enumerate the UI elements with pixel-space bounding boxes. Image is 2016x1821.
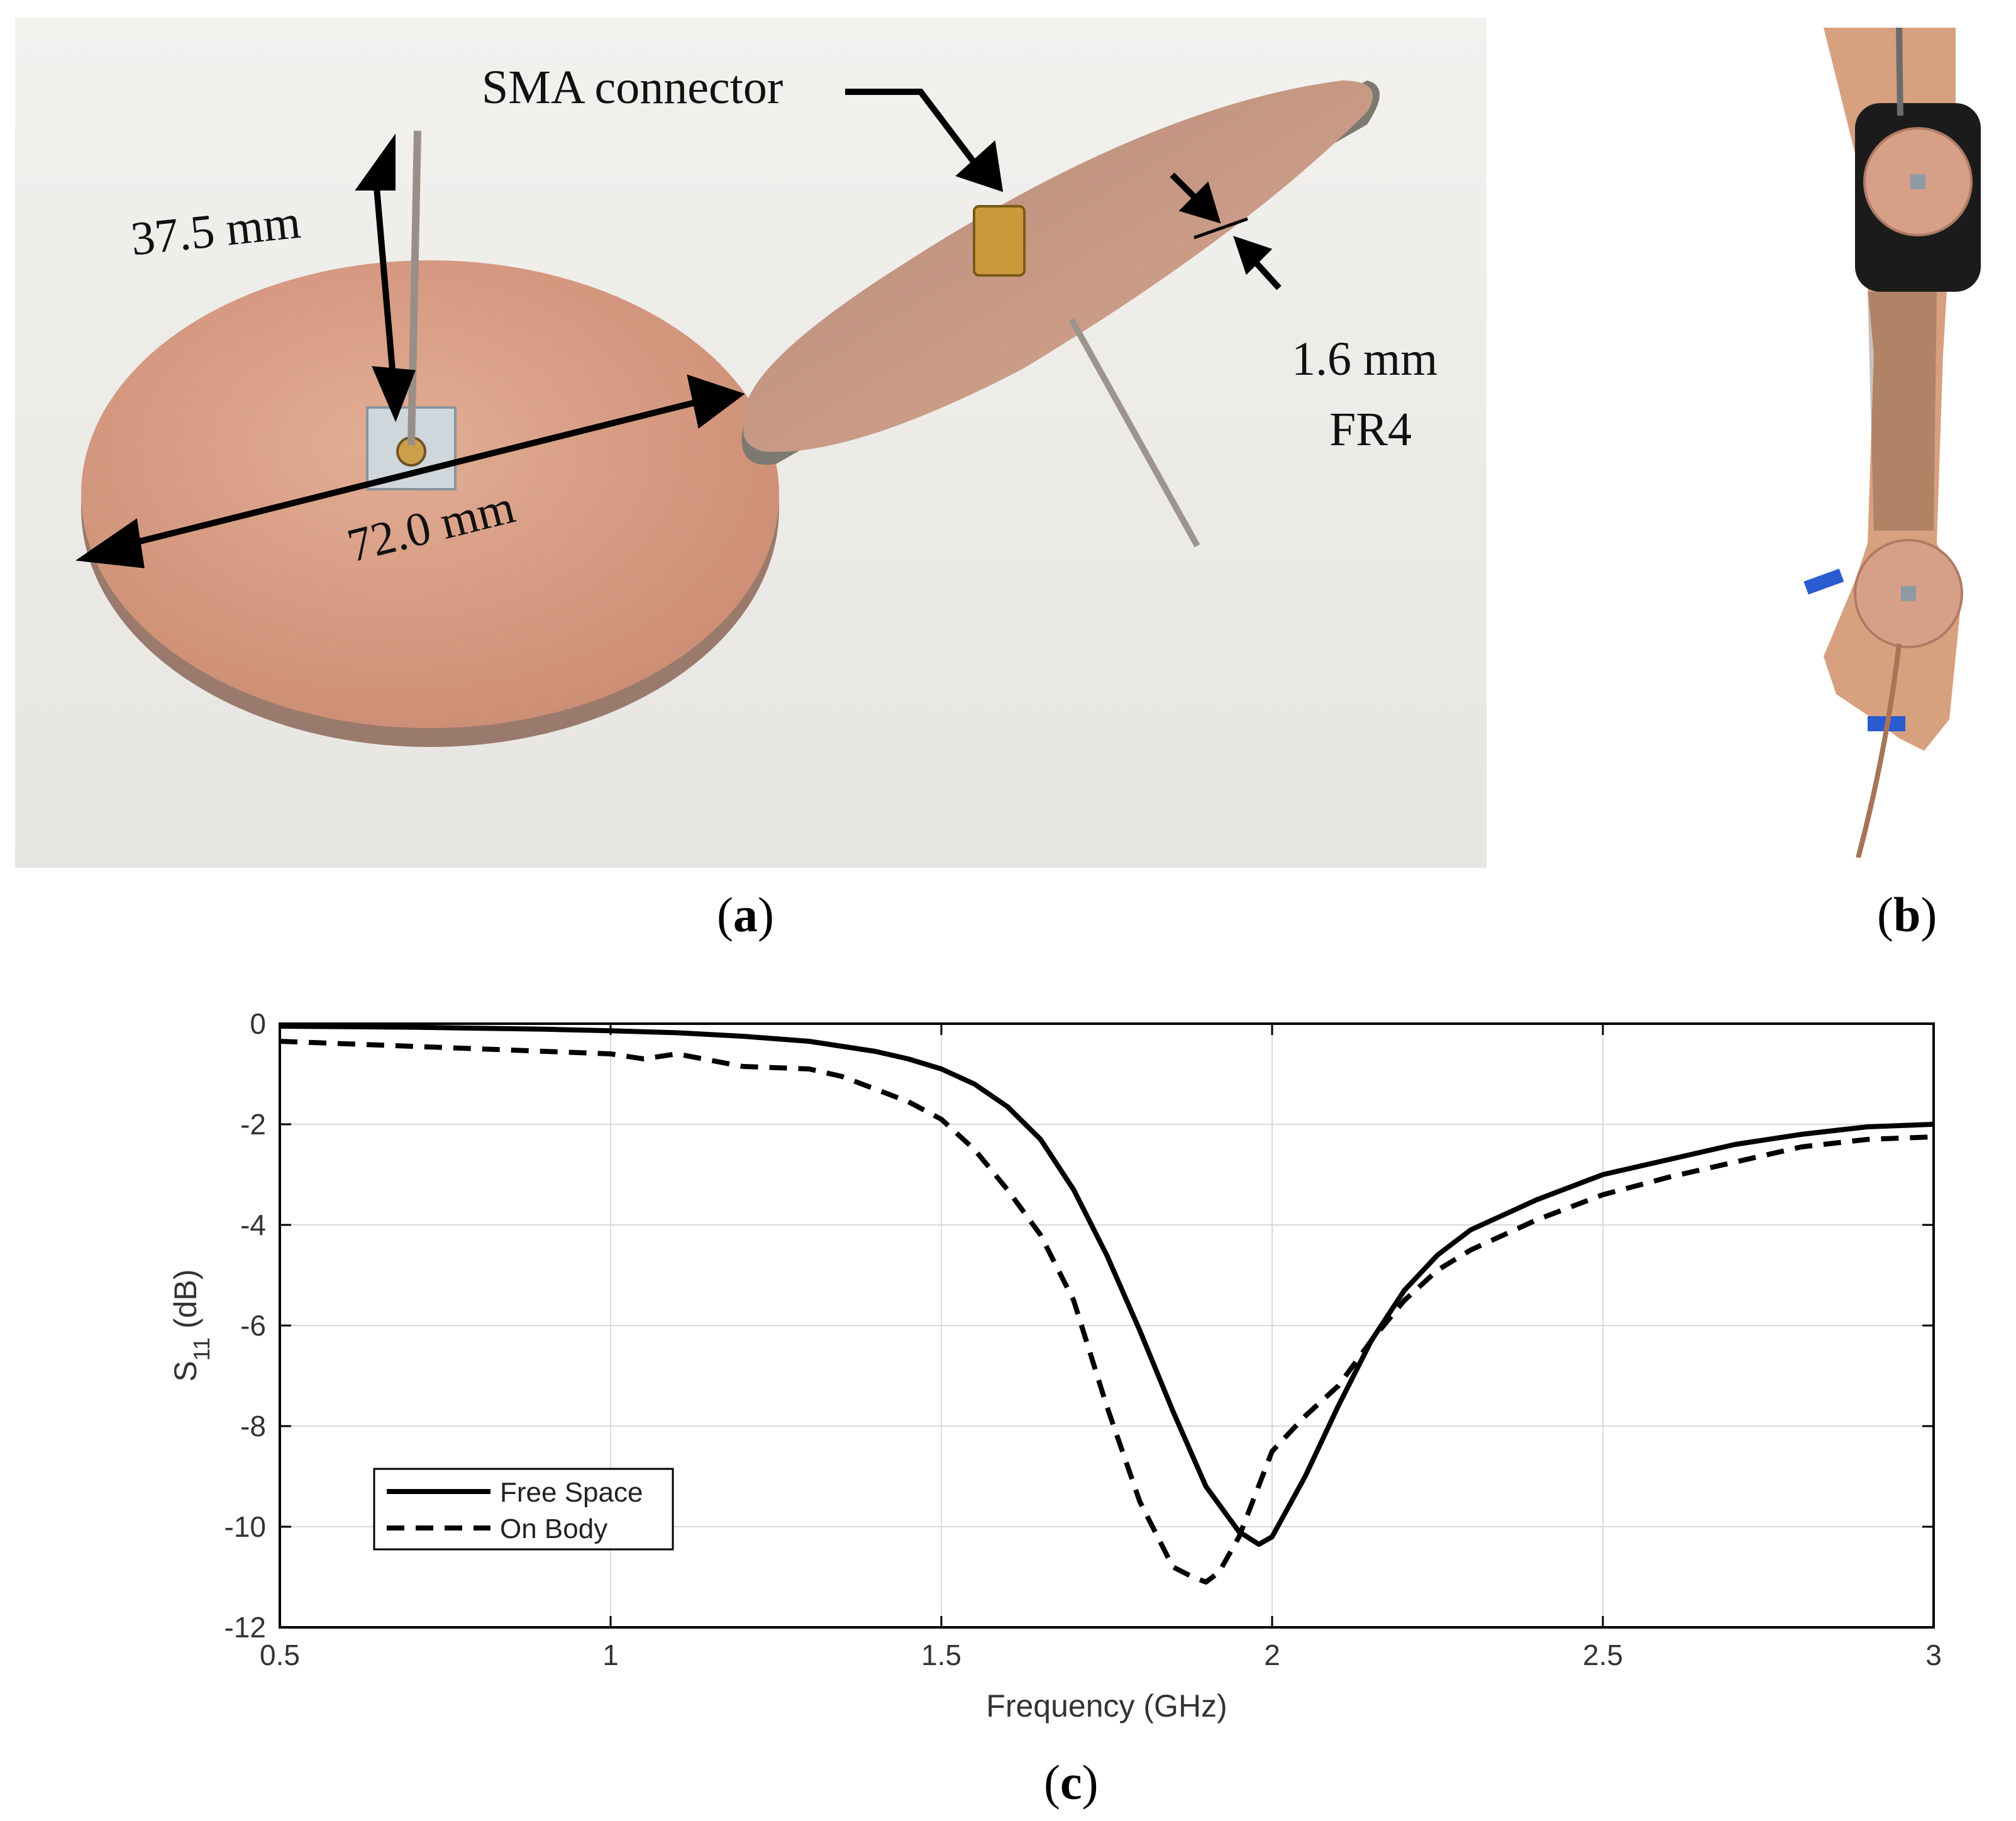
caption-b: (b) bbox=[1877, 887, 1937, 943]
caption-b-close: ) bbox=[1920, 887, 1937, 942]
legend-box bbox=[373, 1468, 674, 1551]
x-tick-label: 2 bbox=[1264, 1639, 1280, 1671]
upper-cable bbox=[1896, 27, 1903, 116]
substrate-thickness-label: 1.6 mm bbox=[1292, 333, 1438, 385]
y-tick-label: -12 bbox=[224, 1611, 266, 1644]
s11-chart: 0.5 1 1.5 2 2.5 3 0 -2 -4 -6 -8 -10 -12 Free Space On… bbox=[0, 968, 2016, 1818]
y-axis-label-sub: 11 bbox=[189, 1337, 214, 1361]
caption-c: (c) bbox=[1044, 1754, 1099, 1811]
sma-connector-body bbox=[973, 205, 1026, 277]
legend-label: Free Space bbox=[500, 1477, 643, 1508]
arm-illustration bbox=[1803, 27, 1981, 859]
caption-a-open: ( bbox=[717, 887, 733, 942]
index-finger-tape bbox=[1803, 568, 1844, 595]
legend-label: On Body bbox=[500, 1514, 607, 1544]
y-axis-label-main: S bbox=[168, 1361, 203, 1381]
caption-a-letter: a bbox=[733, 887, 758, 942]
lower-antenna-feed bbox=[1901, 586, 1916, 601]
tick-layer: 0.5 1 1.5 2 2.5 3 0 -2 -4 -6 -8 -10 -12 bbox=[224, 1007, 1942, 1671]
y-tick-label: -6 bbox=[240, 1309, 266, 1342]
antenna-photo-illustration bbox=[15, 18, 1487, 868]
y-tick-label: -4 bbox=[240, 1209, 266, 1241]
caption-b-open: ( bbox=[1877, 887, 1893, 942]
x-tick-label: 0.5 bbox=[260, 1639, 300, 1671]
x-tick-label: 3 bbox=[1925, 1639, 1942, 1671]
series-layer bbox=[279, 1024, 1934, 1585]
series-line-free-space bbox=[279, 1024, 1934, 1547]
on-body-photo bbox=[1798, 27, 2006, 859]
left-ground-plane-disc bbox=[81, 260, 779, 728]
legend: Free Space On Body bbox=[373, 1468, 674, 1551]
caption-a-close: ) bbox=[757, 887, 774, 942]
y-tick-label: -2 bbox=[240, 1108, 266, 1141]
x-tick-label: 1 bbox=[602, 1639, 619, 1671]
right-tilted-disc bbox=[743, 80, 1373, 452]
caption-b-letter: b bbox=[1893, 887, 1921, 942]
y-axis-label-unit: (dB) bbox=[168, 1269, 203, 1337]
y-tick-label: 0 bbox=[250, 1007, 266, 1040]
caption-c-open: ( bbox=[1044, 1755, 1060, 1810]
arm-hair bbox=[1868, 292, 1937, 531]
right-disc-pin bbox=[1068, 318, 1200, 548]
x-axis-label: Frequency (GHz) bbox=[986, 1688, 1227, 1724]
lower-cable bbox=[1856, 643, 1902, 859]
antenna-photo: SMA connector 37.5 mm 72.0 mm 1.6 mm FR4 bbox=[15, 18, 1487, 868]
annotation-arrows bbox=[75, 89, 1282, 568]
monopole-pin bbox=[407, 130, 421, 446]
caption-a: (a) bbox=[717, 887, 774, 943]
series-line-on-body bbox=[279, 1039, 1934, 1585]
upper-antenna-feed bbox=[1910, 174, 1925, 189]
y-tick-label: -8 bbox=[240, 1410, 266, 1442]
caption-c-close: ) bbox=[1082, 1755, 1099, 1810]
y-tick-label: -10 bbox=[224, 1510, 266, 1543]
substrate-material-label: FR4 bbox=[1329, 403, 1412, 456]
caption-c-letter: c bbox=[1060, 1755, 1082, 1810]
s11-chart-svg: 0.5 1 1.5 2 2.5 3 0 -2 -4 -6 -8 -10 -12 Free Space On… bbox=[168, 1007, 1942, 1724]
x-tick-label: 2.5 bbox=[1583, 1639, 1623, 1671]
x-tick-label: 1.5 bbox=[921, 1639, 961, 1671]
sma-connector-label: SMA connector bbox=[482, 61, 784, 114]
y-axis-label: S11 (dB) bbox=[168, 1269, 214, 1381]
